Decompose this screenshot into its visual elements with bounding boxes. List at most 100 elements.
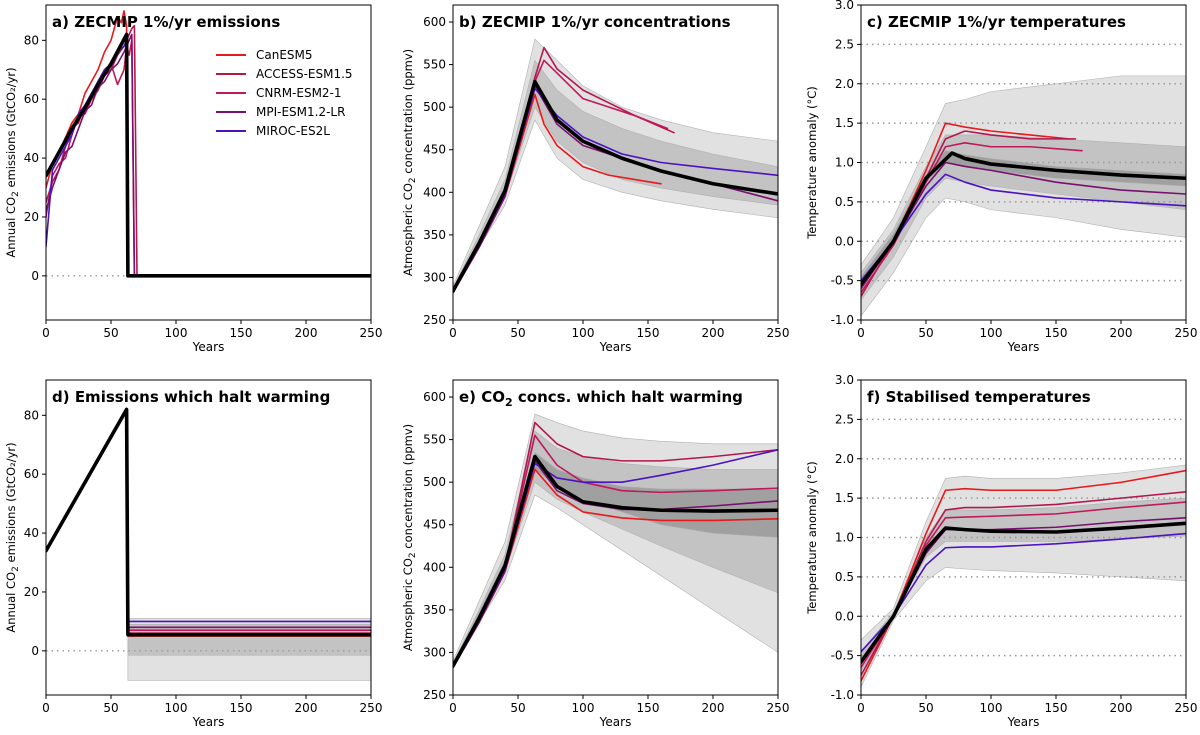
legend-label: ACCESS-ESM1.5: [256, 67, 353, 81]
legend-label: MPI-ESM1.2-LR: [256, 105, 345, 119]
x-tick-label: 150: [637, 701, 660, 715]
y-tick-label: 400: [423, 185, 446, 199]
y-tick-label: 20: [24, 585, 39, 599]
series-line-multi-model-mean: [453, 79, 778, 293]
y-tick-label: -1.0: [831, 688, 854, 702]
series-line-access-esm1-5: [46, 24, 371, 277]
x-tick-label: 250: [360, 326, 383, 340]
x-tick-label: 100: [980, 326, 1003, 340]
y-tick-label: 40: [24, 151, 39, 165]
x-tick-label: 0: [449, 326, 457, 340]
y-tick-label: 1.5: [835, 491, 854, 505]
panel-title: b) ZECMIP 1%/yr concentrations: [459, 13, 731, 31]
y-tick-label: 350: [423, 228, 446, 242]
x-tick-label: 50: [510, 701, 525, 715]
y-tick-label: 550: [423, 433, 446, 447]
x-tick-label: 50: [103, 701, 118, 715]
x-tick-label: 100: [165, 701, 188, 715]
x-tick-label: 100: [980, 701, 1003, 715]
x-tick-label: 250: [360, 701, 383, 715]
y-tick-label: 600: [423, 390, 446, 404]
series-line-multi-model-mean: [453, 454, 778, 668]
legend-label: MIROC-ES2L: [256, 124, 330, 138]
series-line-canesm5: [46, 10, 371, 277]
y-tick-label: 0.5: [835, 195, 854, 209]
y-tick-label: 1.5: [835, 116, 854, 130]
x-tick-label: 200: [295, 701, 318, 715]
legend-label: CNRM-ESM2-1: [256, 86, 342, 100]
axes-frame: [45, 4, 372, 321]
x-axis-label: Years: [1007, 715, 1040, 729]
x-tick-label: 200: [1110, 326, 1133, 340]
x-tick-label: 100: [572, 701, 595, 715]
series-line-miroc-es2l: [861, 173, 1186, 282]
y-tick-label: 300: [423, 645, 446, 659]
y-tick-label: -1.0: [831, 313, 854, 327]
y-tick-label: 1.0: [835, 531, 854, 545]
y-tick-label: 80: [24, 33, 39, 47]
y-tick-label: 60: [24, 92, 39, 106]
x-tick-label: 100: [572, 326, 595, 340]
panel-title: d) Emissions which halt warming: [52, 388, 330, 406]
x-tick-label: 200: [702, 326, 725, 340]
plot-area-c: [861, 43, 1186, 317]
panel-title: e) CO2 concs. which halt warming: [459, 388, 743, 409]
x-tick-label: 150: [637, 326, 660, 340]
panel-title: c) ZECMIP 1%/yr temperatures: [867, 13, 1126, 31]
legend-label: CanESM5: [256, 48, 313, 62]
y-tick-label: 1.0: [835, 156, 854, 170]
x-tick-label: 50: [103, 326, 118, 340]
x-tick-label: 0: [449, 701, 457, 715]
axes-frame: [452, 4, 779, 321]
range-band-outer: [861, 75, 1186, 317]
axes-frame: [45, 379, 372, 696]
y-tick-label: 0: [31, 269, 39, 283]
y-tick-label: 450: [423, 143, 446, 157]
y-tick-label: 550: [423, 58, 446, 72]
x-tick-label: 250: [1175, 326, 1198, 340]
series-line-mpi-esm1-2-lr: [453, 460, 778, 669]
y-tick-label: 0.0: [835, 609, 854, 623]
y-tick-label: 2.5: [835, 37, 854, 51]
x-tick-label: 200: [295, 326, 318, 340]
y-tick-label: 450: [423, 518, 446, 532]
y-axis-label: Atmospheric CO2 concentration (ppmv): [401, 49, 418, 276]
x-tick-label: 150: [230, 701, 253, 715]
panel-e: 0 50 100 150 200 250 250 300 350 400 450 500 550 600 Y…: [401, 379, 790, 729]
x-tick-label: 200: [1110, 701, 1133, 715]
axes-frame: [452, 379, 779, 696]
panel-f: 0 50 100 150 200 250 -1.0 -0.5 0.0 0.5 1.0 1.5 2.0 2.…: [805, 373, 1197, 729]
panel-b: 0 50 100 150 200 250 250 300 350 400 450 500 550 600 Y…: [401, 4, 789, 354]
x-tick-label: 0: [857, 701, 865, 715]
y-axis-label: Annual CO2 emissions (GtCO₂/yr): [4, 67, 21, 257]
x-tick-label: 150: [1045, 701, 1068, 715]
plot-area-d: [46, 407, 371, 681]
y-tick-label: 20: [24, 210, 39, 224]
x-tick-label: 0: [857, 326, 865, 340]
y-tick-label: 3.0: [835, 373, 854, 387]
x-axis-label: Years: [192, 715, 225, 729]
x-tick-label: 250: [767, 701, 790, 715]
y-tick-label: 350: [423, 603, 446, 617]
x-tick-label: 150: [1045, 326, 1068, 340]
y-tick-label: 500: [423, 475, 446, 489]
plot-area-f: [861, 418, 1186, 688]
series-line-miroc-es2l: [861, 532, 1186, 653]
x-tick-label: 150: [230, 326, 253, 340]
y-tick-label: 2.5: [835, 412, 854, 426]
series-line-canesm5: [861, 469, 1186, 682]
series-line-multi-model-mean: [861, 151, 1186, 287]
series-line-mpi-esm1-2-lr: [46, 33, 371, 277]
series-line-multi-model-mean: [861, 521, 1186, 664]
x-tick-label: 100: [165, 326, 188, 340]
x-tick-label: 250: [1175, 701, 1198, 715]
y-tick-label: 250: [423, 313, 446, 327]
y-tick-label: 2.0: [835, 452, 854, 466]
y-tick-label: 80: [24, 408, 39, 422]
panel-title: a) ZECMIP 1%/yr emissions: [52, 13, 280, 31]
y-tick-label: 2.0: [835, 77, 854, 91]
x-axis-label: Years: [599, 715, 632, 729]
legend: CanESM5 ACCESS-ESM1.5 CNRM-ESM2-1 MPI-ESM1.…: [216, 48, 353, 138]
y-tick-label: 40: [24, 526, 39, 540]
